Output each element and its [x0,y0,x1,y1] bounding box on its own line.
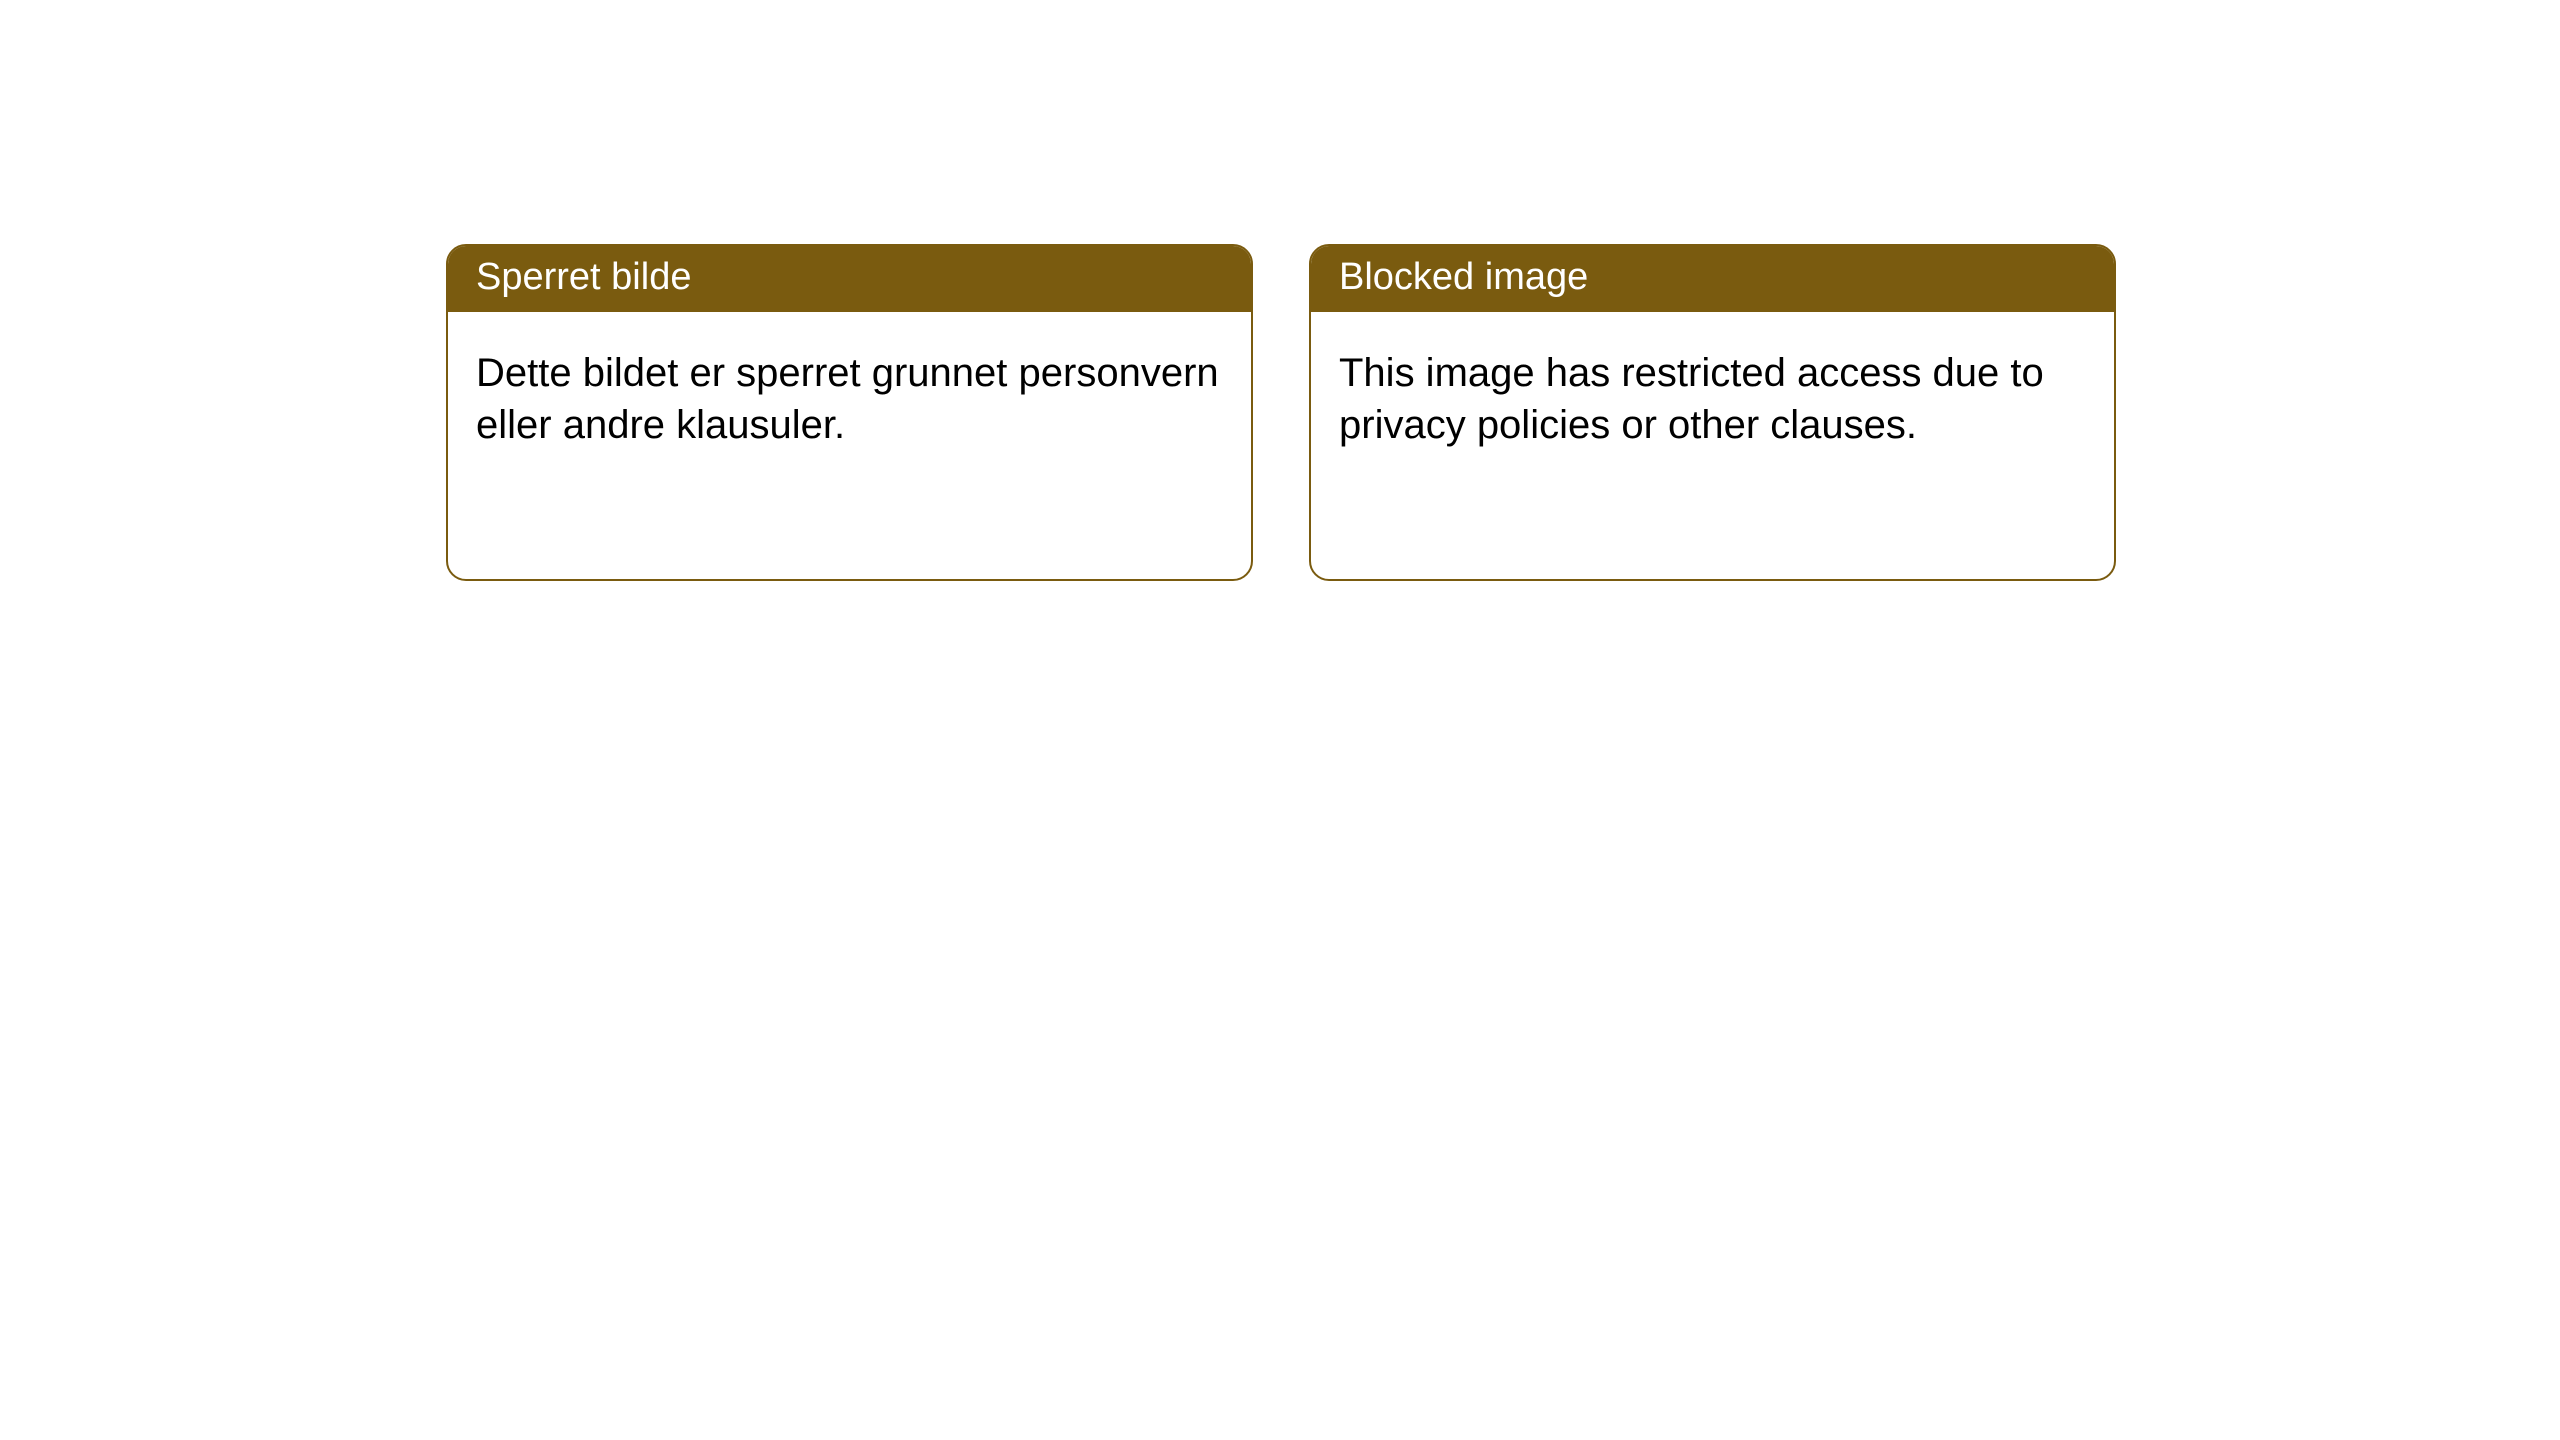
notice-card-norwegian: Sperret bilde Dette bildet er sperret gr… [446,244,1253,581]
notice-card-english: Blocked image This image has restricted … [1309,244,2116,581]
card-body: Dette bildet er sperret grunnet personve… [448,312,1251,479]
notice-cards-container: Sperret bilde Dette bildet er sperret gr… [0,0,2560,581]
card-title: Blocked image [1311,246,2114,312]
card-title: Sperret bilde [448,246,1251,312]
card-body: This image has restricted access due to … [1311,312,2114,479]
